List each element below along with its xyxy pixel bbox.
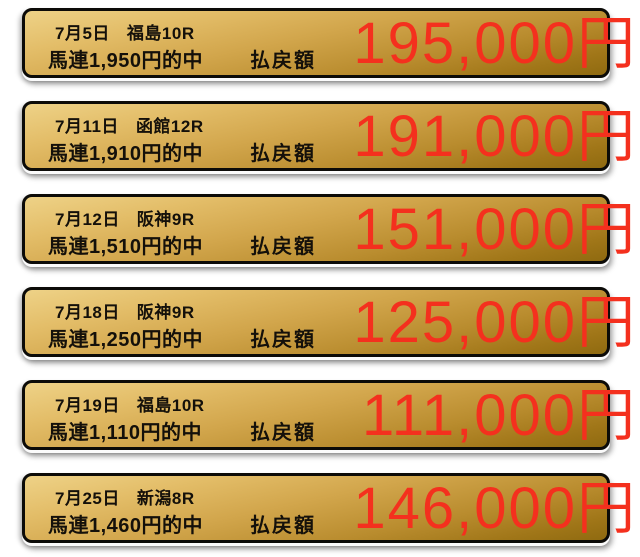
payout-label: 払戻額 — [250, 143, 316, 165]
hit-text: 馬連1,110円的中 — [48, 422, 202, 444]
payout-label: 払戻額 — [250, 422, 316, 444]
payout-amount: 146,000円 — [353, 476, 637, 541]
race-info: 7月25日 新潟8R — [55, 484, 195, 509]
payout-label: 払戻額 — [250, 236, 316, 258]
hit-text: 馬連1,250円的中 — [48, 329, 204, 351]
race-date: 7月11日 — [55, 117, 119, 136]
payout-banner-list: 7月5日 福島10R 馬連1,950円的中 払戻額 195,000円 7月11日函… — [22, 8, 635, 543]
race-info: 7月18日 阪神9R — [55, 298, 195, 323]
payout-label: 払戻額 — [250, 515, 316, 537]
race-date: 7月18日 — [55, 303, 120, 322]
hit-text: 馬連1,950円的中 — [48, 50, 204, 72]
race-date: 7月12日 — [55, 210, 120, 229]
payout-amount: 111,000円 — [361, 383, 637, 448]
race-name: 阪神9R — [136, 303, 195, 322]
payout-amount: 125,000円 — [353, 290, 637, 355]
payout-banner: 7月18日 阪神9R 馬連1,250円的中 払戻額 125,000円 — [22, 287, 635, 357]
hit-text: 馬連1,510円的中 — [48, 236, 204, 258]
race-name: 函館12R — [135, 117, 204, 136]
payout-amount: 195,000円 — [353, 11, 637, 76]
race-name: 福島10R — [136, 396, 205, 415]
payout-banner: 7月11日 函館12R 馬連1,910円的中 払戻額 191,000円 — [22, 101, 635, 171]
payout-label: 払戻額 — [250, 50, 316, 72]
race-info: 7月19日 福島10R — [55, 391, 205, 416]
payout-amount: 191,000円 — [353, 104, 637, 169]
payout-amount: 151,000円 — [353, 197, 637, 262]
race-date: 7月25日 — [55, 489, 120, 508]
race-date: 7月5日 — [55, 24, 110, 43]
hit-text: 馬連1,460円的中 — [48, 515, 204, 537]
race-name: 阪神9R — [136, 210, 195, 229]
race-name: 福島10R — [126, 24, 195, 43]
race-info: 7月12日 阪神9R — [55, 205, 195, 230]
payout-banner: 7月19日 福島10R 馬連1,110円的中 払戻額 111,000円 — [22, 380, 635, 450]
payout-label: 払戻額 — [250, 329, 316, 351]
race-date: 7月19日 — [55, 396, 120, 415]
payout-banner: 7月25日 新潟8R 馬連1,460円的中 払戻額 146,000円 — [22, 473, 635, 543]
payout-banner: 7月12日 阪神9R 馬連1,510円的中 払戻額 151,000円 — [22, 194, 635, 264]
race-name: 新潟8R — [136, 489, 195, 508]
race-info: 7月5日 福島10R — [55, 19, 195, 44]
race-info: 7月11日 函館12R — [55, 112, 204, 137]
payout-banner: 7月5日 福島10R 馬連1,950円的中 払戻額 195,000円 — [22, 8, 635, 78]
hit-text: 馬連1,910円的中 — [48, 143, 204, 165]
